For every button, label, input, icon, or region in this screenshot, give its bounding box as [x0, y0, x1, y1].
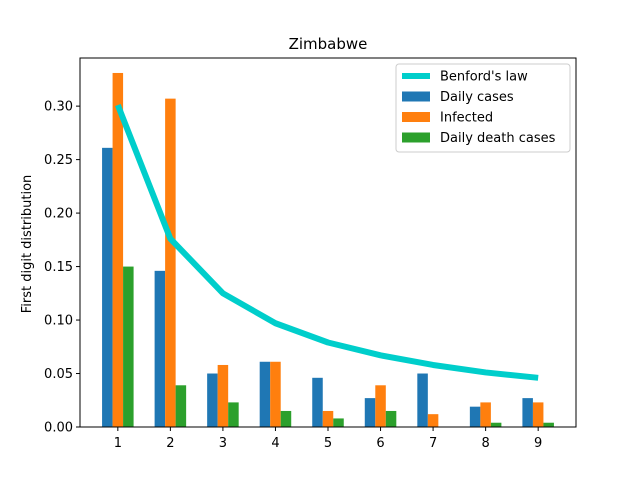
bar-infected-3: [217, 364, 229, 427]
legend-label: Daily cases: [440, 90, 514, 105]
bar-daily-cases-6: [364, 398, 376, 427]
bar-daily-death-cases-9: [543, 422, 554, 427]
legend-swatch-bar: [402, 132, 430, 143]
y-tick-label: 0.25: [44, 153, 73, 168]
x-tick-label: 6: [376, 436, 384, 451]
x-tick-label: 4: [271, 436, 279, 451]
x-tick-label: 9: [534, 436, 542, 451]
bar-infected-8: [480, 402, 491, 427]
legend-swatch-bar: [402, 112, 430, 122]
chart-title: Zimbabwe: [289, 35, 368, 53]
legend-label: Daily death cases: [440, 131, 556, 146]
x-tick-label: 1: [114, 436, 122, 451]
bar-daily-cases-2: [154, 270, 166, 427]
legend-swatch-bar: [402, 91, 430, 102]
legend: Benford's law Daily cases Infected Daily de…: [395, 63, 571, 153]
y-tick-label: 0.20: [44, 207, 73, 222]
plot-area: 1 2 3 4 5 6 7 8 9 0.00 0.05 0.10 0.15 0.20 0.25 0.30: [44, 57, 577, 451]
bar-daily-cases-5: [312, 377, 323, 427]
bar-daily-cases-9: [522, 398, 533, 427]
x-tick-label: 7: [429, 436, 437, 451]
bar-daily-cases-7: [417, 373, 428, 427]
bar-infected-1: [112, 72, 124, 427]
bar-daily-death-cases-1: [123, 266, 134, 427]
y-tick-label: 0.30: [44, 100, 73, 115]
bar-infected-4: [270, 361, 281, 427]
bar-infected-5: [322, 410, 334, 427]
x-tick-label: 5: [324, 436, 332, 451]
bar-daily-cases-8: [469, 406, 481, 427]
bar-daily-cases-3: [207, 373, 218, 427]
legend-label: Infected: [440, 111, 493, 126]
bar-daily-death-cases-2: [175, 385, 187, 427]
bar-daily-death-cases-8: [490, 422, 502, 427]
x-tick-label: 2: [166, 436, 174, 451]
y-axis-label: First digit distribution: [20, 175, 35, 314]
bar-infected-6: [375, 385, 386, 427]
bar-daily-cases-1: [102, 147, 113, 427]
bar-daily-death-cases-5: [333, 418, 344, 427]
bar-daily-death-cases-6: [385, 410, 397, 427]
legend-label: Benford's law: [440, 70, 528, 85]
bar-daily-death-cases-3: [228, 402, 239, 427]
x-tick-label: 3: [219, 436, 227, 451]
y-tick-label: 0.15: [44, 260, 73, 275]
y-tick-label: 0.05: [44, 367, 73, 382]
bar-infected-9: [532, 402, 544, 427]
bar-daily-cases-4: [259, 361, 271, 427]
x-tick-label: 8: [481, 436, 489, 451]
legend-box: [395, 63, 571, 153]
benfords-law-line: [115, 103, 539, 381]
bar-infected-7: [427, 414, 439, 427]
bar-infected-2: [165, 98, 176, 427]
y-tick-label: 0.00: [44, 421, 73, 436]
y-tick-label: 0.10: [44, 314, 73, 329]
bar-daily-death-cases-4: [280, 410, 292, 427]
